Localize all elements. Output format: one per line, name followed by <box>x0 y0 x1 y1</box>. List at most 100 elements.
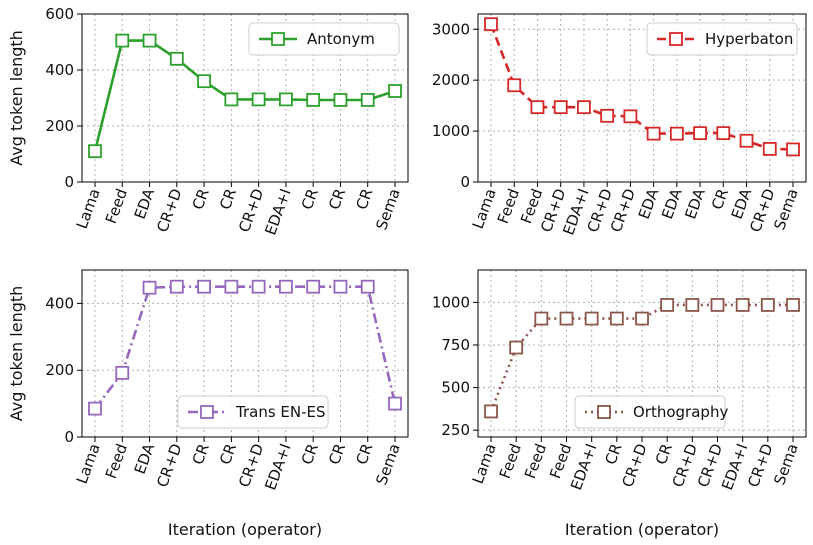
legend: Orthography <box>574 395 728 429</box>
y-tick-label: 500 <box>441 379 470 397</box>
legend-marker <box>597 405 611 419</box>
x-tick-label: CR <box>216 441 240 467</box>
y-tick-label: 0 <box>460 173 470 191</box>
legend-label: Orthography <box>633 403 728 421</box>
data-point <box>251 92 266 107</box>
data-point <box>635 311 649 326</box>
x-tick-label: Feed <box>102 441 131 481</box>
legend-marker <box>200 405 214 419</box>
data-point <box>584 311 599 326</box>
data-point <box>224 279 239 294</box>
x-axis-label: Iteration (operator) <box>565 520 719 539</box>
data-point <box>735 298 750 312</box>
legend-label: Antonym <box>307 30 375 48</box>
data-point <box>169 279 184 294</box>
data-point <box>115 365 130 380</box>
data-point <box>762 142 777 156</box>
x-tick-label: CR <box>298 441 322 467</box>
data-point <box>710 298 725 312</box>
plot-frame <box>81 269 409 438</box>
x-tick-label: CR <box>602 441 626 467</box>
data-point <box>251 279 266 294</box>
x-tick-label: CR+D <box>153 441 185 489</box>
x-tick-label: EDA <box>681 186 709 222</box>
y-tick-label: 400 <box>45 61 74 79</box>
y-tick-label: 2000 <box>432 71 470 89</box>
x-tick-label: CR <box>352 441 376 467</box>
data-point <box>507 78 522 93</box>
data-point <box>693 126 707 141</box>
y-tick-label: 0 <box>64 428 74 446</box>
data-point <box>360 93 375 107</box>
data-point <box>760 298 775 312</box>
data-point <box>388 396 402 411</box>
x-tick-label: CR <box>325 186 349 212</box>
data-point <box>609 311 624 326</box>
data-point <box>484 17 498 32</box>
y-tick-label: 3000 <box>432 20 470 38</box>
legend-label: Trans EN-ES <box>235 403 326 421</box>
legend: Trans EN-ES <box>177 395 329 429</box>
legend-marker <box>271 32 285 46</box>
data-point <box>559 311 574 326</box>
data-point <box>623 109 638 124</box>
x-tick-label: Lama <box>73 441 104 486</box>
data-point <box>142 280 157 295</box>
data-point <box>115 33 130 48</box>
data-point <box>333 279 348 294</box>
data-point <box>88 144 102 159</box>
data-point <box>279 92 293 107</box>
legend-box <box>248 22 400 56</box>
x-tick-label: Feed <box>102 186 131 226</box>
data-point <box>534 311 549 326</box>
y-tick-label: 1000 <box>432 293 470 311</box>
data-point <box>197 74 211 89</box>
x-tick-label: CR <box>352 186 376 212</box>
y-tick-label: 200 <box>45 361 74 379</box>
y-axis-label: Avg token length <box>7 286 26 422</box>
legend-box <box>177 395 329 429</box>
plot-frame <box>81 13 409 183</box>
data-point <box>388 84 402 98</box>
data-point <box>786 298 800 312</box>
legend-box <box>574 395 726 429</box>
chart-panel-2: 0100020003000LamaFeedFeedCR+DEDA+ICR+DCR… <box>432 13 807 238</box>
x-tick-label: Lama <box>469 441 500 486</box>
x-tick-label: Sema <box>372 441 403 487</box>
x-tick-label: CR <box>298 186 322 212</box>
data-point <box>600 108 615 123</box>
data-point <box>669 126 684 141</box>
data-point <box>197 279 211 294</box>
x-tick-label: CR <box>708 186 732 212</box>
x-tick-label: Lama <box>469 186 500 231</box>
data-point <box>530 100 545 115</box>
y-tick-label: 400 <box>45 294 74 312</box>
data-point <box>685 298 700 312</box>
x-tick-label: CR+D <box>153 186 185 234</box>
y-tick-label: 750 <box>441 336 470 354</box>
data-point <box>786 142 800 157</box>
legend-label: Hyperbaton <box>705 30 793 48</box>
data-point <box>142 33 157 48</box>
legend-marker <box>669 32 683 46</box>
series-line <box>93 285 397 410</box>
data-point <box>509 340 524 355</box>
data-point <box>88 401 102 416</box>
data-point <box>333 93 348 107</box>
y-tick-label: 1000 <box>432 122 470 140</box>
x-tick-label: CR <box>189 186 213 212</box>
y-tick-label: 200 <box>45 117 74 135</box>
y-axis-label: Avg token length <box>7 30 26 166</box>
x-tick-label: EDA <box>131 186 159 222</box>
data-point <box>577 100 591 115</box>
y-tick-label: 250 <box>441 421 470 439</box>
data-point <box>279 279 293 294</box>
data-point <box>646 126 661 141</box>
data-point <box>484 404 498 419</box>
y-tick-label: 0 <box>64 173 74 191</box>
x-tick-label: Sema <box>372 186 403 232</box>
legend-box <box>646 22 798 56</box>
data-point <box>360 279 375 294</box>
x-tick-label: CR <box>652 441 676 467</box>
